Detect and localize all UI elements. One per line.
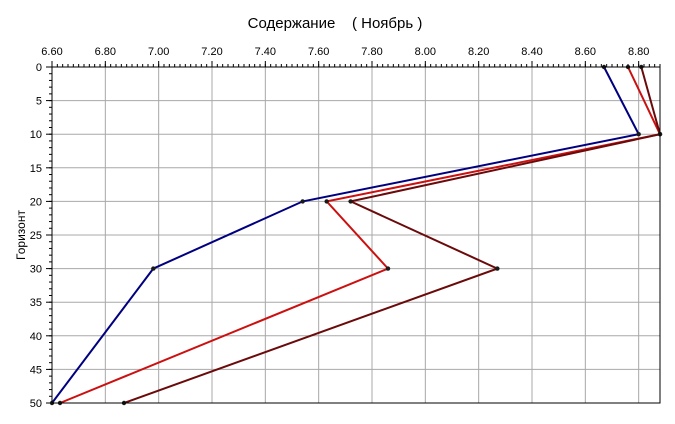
x-tick-label: 8.60 [575, 46, 596, 58]
y-tick-label: 10 [30, 129, 42, 141]
x-axis: 6.60 6.80 7.00 7.20 7.40 7.60 7.80 8.00 8.20 8.40… [41, 46, 649, 67]
x-tick-label: 7.00 [148, 46, 169, 58]
y-tick-label: 20 [30, 196, 42, 208]
x-tick-label: 7.40 [255, 46, 276, 58]
series-2-point [324, 199, 329, 204]
y-tick-label: 5 [36, 96, 42, 108]
y-tick-label: 0 [36, 62, 42, 74]
x-tick-label: 8.00 [415, 46, 436, 58]
x-tick-label: 7.80 [361, 46, 382, 58]
series-1-point [636, 132, 641, 137]
minor-ticks [49, 64, 661, 404]
x-tick-label: 8.80 [628, 46, 649, 58]
y-tick-label: 30 [30, 264, 42, 276]
series-3-point [348, 199, 353, 204]
plot-area-frame [51, 66, 661, 404]
x-tick-label: 7.20 [201, 46, 222, 58]
y-axis-label: Горизонт [14, 210, 28, 260]
series-1-point [300, 199, 305, 204]
series-group [49, 64, 663, 406]
series-2-point [385, 266, 391, 271]
series-1-point [151, 266, 156, 271]
chart-title: Содержание ( Ноябрь ) [248, 15, 423, 32]
x-tick-label: 7.60 [308, 46, 329, 58]
x-tick-label: 8.20 [468, 46, 489, 58]
y-tick-label: 40 [30, 331, 42, 343]
series-3 [121, 64, 663, 406]
y-tick-label: 50 [30, 398, 42, 410]
x-tick-label: 6.60 [41, 46, 62, 58]
y-tick-label: 25 [30, 230, 42, 242]
y-axis: 0 5 10 15 20 25 30 35 40 45 50 [30, 62, 52, 410]
x-tick-label: 8.40 [521, 46, 542, 58]
y-tick-label: 45 [30, 364, 42, 376]
y-tick-label: 35 [30, 297, 42, 309]
x-tick-label: 6.80 [95, 46, 116, 58]
series-3-point [495, 266, 500, 271]
y-tick-label: 15 [30, 163, 42, 175]
